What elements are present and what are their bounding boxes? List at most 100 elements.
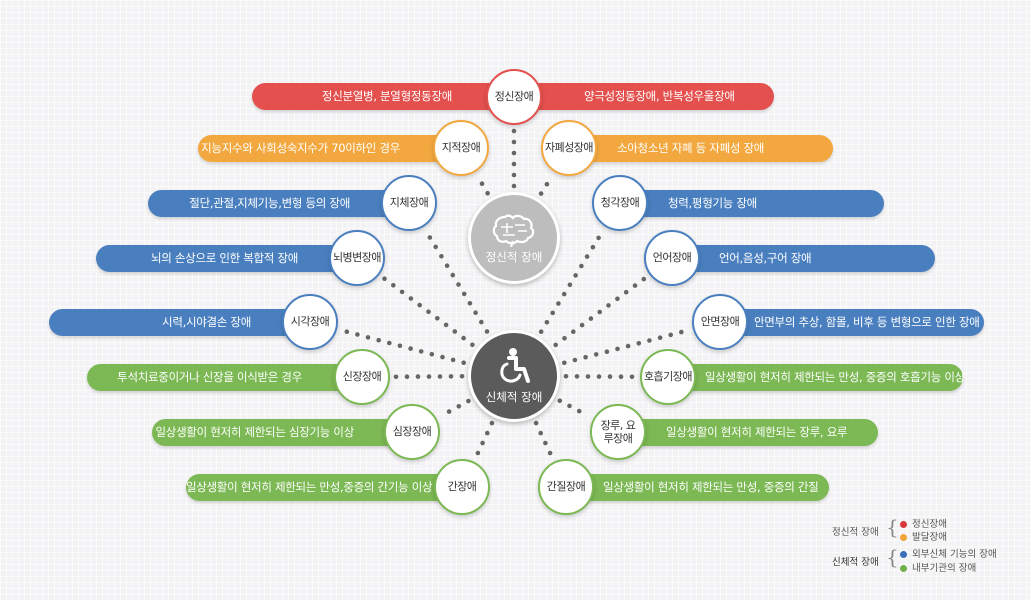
connector-dot (484, 329, 490, 334)
connector-dot (440, 354, 445, 360)
connector-dot (448, 374, 454, 379)
physical-hub: 신체적 장애 (468, 330, 560, 422)
connector-dot (629, 374, 635, 380)
connector-dot (538, 329, 544, 335)
desc-limb: 절단,관절,지체기능,변형 등의 장애 (189, 196, 350, 210)
node-hearing: 청각장애 (592, 175, 648, 231)
mental-hub-label: 정신적 장애 (485, 250, 543, 264)
connector-dot (511, 161, 517, 167)
connector-dot (408, 296, 414, 301)
node-label: 안면장애 (700, 315, 740, 329)
connector-dot (475, 450, 481, 456)
connector-dot (579, 263, 584, 269)
connector-dot (355, 332, 360, 337)
desc-ostomy: 일상생활이 현저히 제한되는 장루, 요루 (666, 425, 848, 439)
pill-kidney: 투석치료중이거나 신장을 이식받은 경우 (87, 364, 372, 391)
brain-icon (492, 214, 535, 247)
connector-dot (563, 374, 569, 379)
connector-dot (461, 335, 466, 341)
connector-dot (443, 322, 449, 328)
node-limb: 지체장애 (381, 175, 437, 231)
connector-dot (668, 332, 673, 338)
desc-hearing: 청력,평형기능 장애 (668, 196, 757, 210)
connector-dot (567, 403, 572, 409)
node-label: 지체장애 (389, 196, 429, 210)
legend-label: 외부신체 기능의 장애 (912, 549, 997, 560)
node-mental-illness: 정신장애 (486, 69, 542, 125)
connector-dot (489, 420, 495, 426)
pill-respiratory: 일상생활이 현저히 제한되는 만성, 중증의 호흡기능 이상 (643, 364, 965, 391)
legend-item-external: 외부신체 기능의 장애 (900, 546, 997, 560)
pill-heart: 일상생활이 현저히 제한되는 심장기능 이상 (152, 419, 424, 446)
connector-dot (606, 303, 611, 308)
connector-dot (511, 128, 517, 134)
connector-dot (593, 352, 599, 357)
mental-hub: 정신적 장애 (468, 192, 560, 284)
connector-dot (567, 282, 573, 288)
connector-dot (485, 190, 490, 196)
legend-group-physical: 신체적 장애 (832, 557, 879, 568)
connector-dot (427, 235, 433, 240)
connector-dot (426, 374, 432, 379)
connector-dot (452, 329, 458, 334)
node-label: 간장애 (447, 480, 477, 494)
connector-dot (623, 289, 629, 295)
node-label: 자폐성장애 (544, 141, 594, 155)
connector-dot (550, 310, 555, 316)
connector-dot (479, 181, 485, 186)
connector-dot (576, 408, 582, 414)
node-label: 간질장애 (546, 480, 586, 494)
connector-dot (376, 337, 382, 343)
node-speech: 언어장애 (644, 230, 700, 286)
node-facial: 안면장애 (692, 294, 748, 350)
node-label: 청각장애 (600, 196, 640, 210)
connector-dot (450, 357, 456, 363)
connector-dot (387, 340, 392, 346)
desc-intellectual: 지능지수와 사회성숙지수가 70이하인 경우 (201, 141, 400, 155)
desc-epilepsy: 일상생활이 현저히 제한되는 만성, 중증의 간질 (603, 480, 819, 494)
connector-dot (571, 329, 576, 335)
connector-dot (679, 329, 684, 335)
connector-dot (561, 291, 567, 297)
desc-mental-illness-right: 양극성정동장애, 반복성우울장애 (584, 89, 735, 103)
connector-dot (544, 320, 550, 325)
connector-dot (556, 301, 561, 306)
legend-brace-physical: { (886, 545, 899, 569)
node-label: 신장장애 (342, 370, 382, 384)
desc-liver: 일상생활이 현저히 제한되는 만성,중증의 간기능 이상 (186, 480, 433, 494)
connector-dot (583, 354, 588, 360)
connector-dot (511, 139, 517, 145)
connector-dot (399, 289, 405, 295)
desc-mental-illness-left: 정신분열병, 분열형정동장애 (321, 89, 452, 103)
connector-dot (579, 322, 585, 328)
connector-dot (485, 430, 490, 436)
connector-dot (437, 374, 443, 379)
legend-item-mental-illness: 정신장애 (900, 516, 947, 530)
connector-dot (408, 346, 413, 351)
connector-dot (625, 343, 631, 349)
desc-kidney: 투석치료중이거나 신장을 이식받은 경우 (117, 370, 302, 384)
legend-item-developmental: 발달장애 (900, 529, 947, 543)
node-label: 언어장애 (652, 251, 692, 265)
connector-dot (597, 309, 602, 315)
connector-dot (636, 341, 642, 346)
connector-dot (657, 335, 663, 341)
connector-dot (417, 302, 423, 308)
node-liver: 간장애 (434, 459, 490, 515)
connector-dot (480, 440, 485, 446)
node-label: 호흡기장애 (643, 370, 693, 384)
connector-dot (391, 283, 396, 288)
connector-dot (473, 310, 478, 316)
pill-liver: 일상생활이 현저히 제한되는 만성,중증의 간기능 이상 (186, 474, 471, 501)
legend-dot (900, 534, 907, 541)
connector-dot (439, 253, 444, 259)
desc-respiratory: 일상생활이 현저히 제한되는 만성, 중증의 호흡기능 이상 (705, 370, 965, 384)
pill-mental-illness-left: 정신분열병, 분열형정동장애 (252, 83, 522, 110)
connector-dot (632, 283, 638, 288)
desc-heart: 일상생활이 현저히 제한되는 심장기능 이상 (155, 425, 355, 439)
connector-dot (618, 374, 624, 380)
connector-dot (553, 342, 558, 348)
pill-brain-lesion: 뇌의 손상으로 인한 복합적 장애 (96, 245, 368, 272)
desc-facial: 안면부의 추상, 함몰, 비후 등 변형으로 인한 장애 (754, 315, 980, 329)
connector-dot (456, 404, 462, 409)
